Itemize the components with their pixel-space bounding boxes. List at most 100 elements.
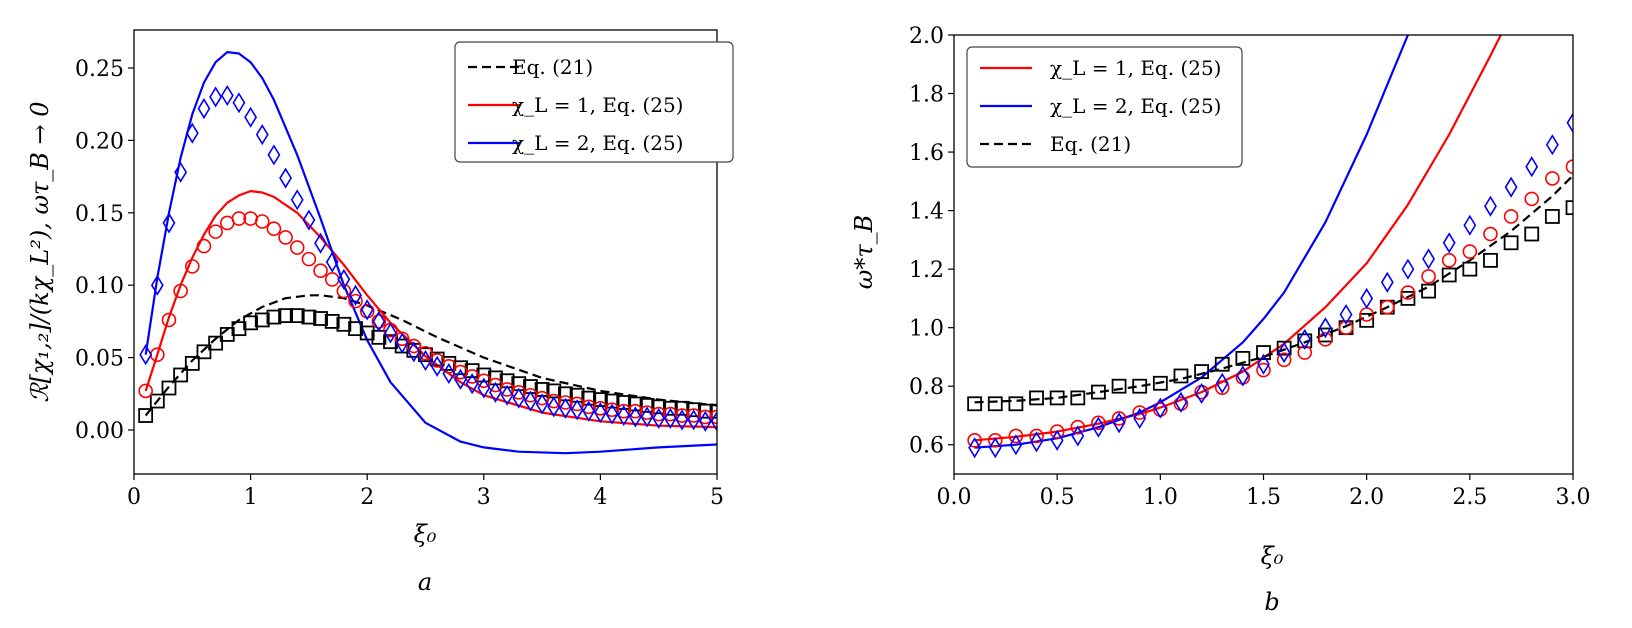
data-point [1524, 191, 1540, 207]
y-tick-label: 0.25 [75, 57, 124, 82]
data-point [616, 395, 632, 410]
data-point [1318, 317, 1332, 339]
panel-b-legend-box [966, 46, 1243, 168]
data-point [174, 161, 188, 183]
data-point [161, 312, 177, 328]
data-point [628, 406, 642, 428]
data-point [430, 355, 444, 377]
y-tick-label: 0.00 [75, 419, 124, 444]
y-tick-label: 1.4 [909, 200, 944, 225]
data-point [184, 355, 200, 371]
data-point [651, 406, 667, 422]
x-tick-label: 0.0 [937, 485, 972, 510]
data-point [138, 383, 153, 399]
data-point [407, 341, 421, 363]
data-point [1091, 415, 1106, 431]
data-point [476, 367, 492, 383]
data-point [325, 251, 339, 273]
panel-a-xlabel: ξ₀ [414, 520, 437, 548]
data-point [243, 315, 259, 331]
data-point [465, 373, 479, 395]
data-point [581, 399, 597, 415]
data-point [419, 349, 432, 372]
data-point [593, 392, 608, 407]
panel-a-ylabel: ℛ[χ₁,₂]/(kχ_L²), ωτ_B → 0 [26, 101, 54, 402]
data-point [1566, 112, 1573, 134]
data-point [324, 272, 340, 287]
x-tick-label: 2 [360, 485, 374, 510]
data-point [1360, 287, 1374, 309]
data-point [372, 310, 386, 332]
data-point [150, 274, 164, 296]
data-point [1214, 380, 1230, 395]
series-line-l-2-eq-25 [974, 35, 1410, 449]
data-point [208, 224, 223, 239]
data-point [1318, 332, 1333, 347]
data-point [987, 396, 1003, 412]
data-point [1029, 428, 1044, 444]
data-point [1235, 350, 1251, 366]
data-point [1133, 407, 1147, 429]
y-tick-label: 0.20 [75, 129, 124, 154]
data-point [267, 144, 281, 166]
data-point [289, 240, 305, 255]
data-point [617, 404, 631, 427]
data-point [687, 409, 701, 431]
data-point [1339, 303, 1353, 326]
data-point [1132, 405, 1147, 420]
data-point [593, 402, 607, 424]
data-point [336, 316, 352, 332]
data-point [558, 397, 572, 419]
panel-b-ylabel: ω*τ_B [850, 215, 878, 289]
panel-b-label: b [1264, 588, 1279, 616]
data-point [1153, 397, 1167, 419]
data-point [686, 402, 702, 418]
data-point [196, 238, 212, 254]
data-point [628, 403, 643, 419]
panel-a-legend-box [454, 41, 734, 163]
data-point [1215, 372, 1229, 394]
data-point [1009, 434, 1023, 456]
data-point [314, 232, 327, 254]
data-point [1504, 176, 1518, 198]
data-point [384, 322, 397, 344]
data-point [1111, 378, 1127, 394]
data-point [196, 344, 212, 360]
y-tick-label: 0.6 [909, 434, 944, 459]
data-point [255, 124, 269, 146]
data-point [1338, 320, 1354, 335]
data-point [675, 409, 689, 431]
data-point [406, 338, 422, 354]
data-point [1256, 345, 1271, 360]
data-point [988, 437, 1002, 459]
data-point [1441, 267, 1457, 283]
data-point [266, 309, 282, 325]
data-point [394, 331, 410, 347]
data-point [1503, 235, 1519, 251]
y-tick-label: 1.8 [909, 83, 944, 108]
panel-b-plot-area [967, 35, 1573, 459]
x-tick-label: 4 [593, 485, 607, 510]
data-point [232, 92, 246, 114]
data-point [1525, 156, 1539, 178]
y-tick-label: 0.15 [75, 202, 124, 227]
data-point [686, 408, 701, 423]
data-point [1276, 352, 1292, 368]
data-point [1276, 340, 1292, 356]
data-point [663, 407, 677, 429]
data-point [968, 437, 982, 459]
y-tick-label: 0.05 [75, 347, 124, 372]
data-point [173, 283, 188, 299]
data-point [967, 396, 983, 412]
data-point [289, 308, 305, 324]
data-point [371, 314, 387, 329]
data-point [231, 211, 247, 226]
data-point [1214, 356, 1230, 372]
data-point [1545, 171, 1560, 186]
data-point [1318, 327, 1333, 343]
data-point [1545, 134, 1559, 156]
legend-label: χ_L = 2, Eq. (25) [512, 131, 683, 155]
data-point [1463, 214, 1477, 236]
data-point [1421, 269, 1436, 284]
data-point [313, 263, 328, 279]
